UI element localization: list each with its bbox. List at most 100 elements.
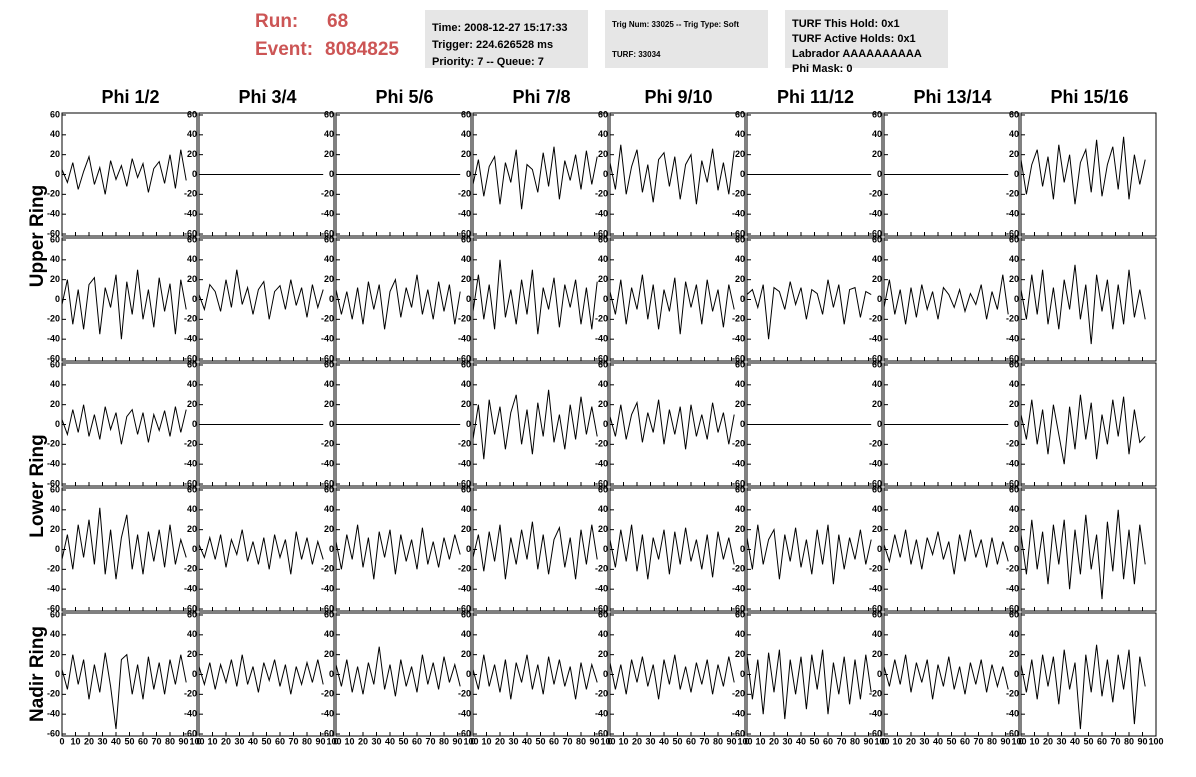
y-tick-label: -20 xyxy=(595,564,608,574)
info-text: Phi Mask: 0 xyxy=(792,63,853,75)
column-title: Phi 7/8 xyxy=(512,87,570,107)
x-tick-label: 0 xyxy=(1018,736,1023,746)
x-tick-label: 90 xyxy=(315,736,325,746)
y-tick-label: -20 xyxy=(47,689,60,699)
panel xyxy=(1020,362,1157,487)
waveform xyxy=(472,259,598,335)
x-tick-label: 80 xyxy=(713,736,723,746)
y-tick-label: -40 xyxy=(869,459,882,469)
y-tick-label: 60 xyxy=(461,484,471,494)
y-tick-label: -40 xyxy=(184,209,197,219)
y-tick-label: 20 xyxy=(598,649,608,659)
x-tick-label: 30 xyxy=(645,736,655,746)
y-tick-label: -60 xyxy=(595,353,608,363)
y-tick-label: 60 xyxy=(1009,109,1019,119)
y-tick-label: -60 xyxy=(1006,603,1019,613)
x-tick-label: 60 xyxy=(412,736,422,746)
y-tick-label: 20 xyxy=(461,649,471,659)
y-tick-label: -40 xyxy=(1006,709,1019,719)
y-tick-label: 0 xyxy=(740,669,745,679)
y-tick-label: -20 xyxy=(47,564,60,574)
y-tick-label: 40 xyxy=(872,129,882,139)
waveform xyxy=(609,144,735,205)
x-tick-label: 70 xyxy=(562,736,572,746)
x-tick-label: 60 xyxy=(275,736,285,746)
y-tick-label: -60 xyxy=(458,228,471,238)
y-tick-label: 40 xyxy=(187,504,197,514)
waveform xyxy=(198,529,324,575)
x-tick-label: 10 xyxy=(344,736,354,746)
x-tick-label: 30 xyxy=(371,736,381,746)
y-tick-label: -40 xyxy=(1006,334,1019,344)
y-tick-label: 0 xyxy=(329,419,334,429)
y-tick-label: 0 xyxy=(329,544,334,554)
panel xyxy=(1020,237,1157,362)
y-tick-label: -20 xyxy=(458,439,471,449)
y-tick-label: 60 xyxy=(1009,609,1019,619)
y-tick-label: -40 xyxy=(732,584,745,594)
x-tick-label: 20 xyxy=(632,736,642,746)
x-tick-label: 40 xyxy=(659,736,669,746)
y-tick-label: -20 xyxy=(595,189,608,199)
x-tick-label: 40 xyxy=(933,736,943,746)
y-tick-label: -20 xyxy=(321,314,334,324)
y-tick-label: 20 xyxy=(1009,149,1019,159)
y-tick-label: -60 xyxy=(321,353,334,363)
x-tick-label: 50 xyxy=(672,736,682,746)
y-tick-label: -40 xyxy=(1006,459,1019,469)
x-tick-label: 90 xyxy=(1137,736,1147,746)
y-tick-label: 60 xyxy=(50,109,60,119)
x-tick-label: 40 xyxy=(1070,736,1080,746)
y-tick-label: -40 xyxy=(458,209,471,219)
x-tick-label: 100 xyxy=(737,736,752,746)
x-tick-label: 30 xyxy=(782,736,792,746)
y-tick-label: 20 xyxy=(187,149,197,159)
y-tick-label: -20 xyxy=(595,689,608,699)
y-tick-label: 40 xyxy=(735,629,745,639)
y-tick-label: -20 xyxy=(869,564,882,574)
y-tick-label: 40 xyxy=(1009,504,1019,514)
y-tick-label: 20 xyxy=(50,274,60,284)
y-tick-label: 0 xyxy=(603,544,608,554)
y-tick-label: 20 xyxy=(735,524,745,534)
y-tick-label: -60 xyxy=(184,728,197,738)
y-tick-label: -20 xyxy=(184,314,197,324)
y-tick-label: 0 xyxy=(466,294,471,304)
x-tick-label: 60 xyxy=(549,736,559,746)
y-tick-label: -20 xyxy=(321,689,334,699)
y-tick-label: 60 xyxy=(324,359,334,369)
y-tick-label: -20 xyxy=(184,564,197,574)
y-tick-label: 40 xyxy=(1009,254,1019,264)
y-tick-label: -20 xyxy=(458,189,471,199)
x-tick-label: 80 xyxy=(439,736,449,746)
y-tick-label: -20 xyxy=(595,314,608,324)
waveform xyxy=(472,146,598,210)
y-tick-label: -20 xyxy=(1006,564,1019,574)
x-tick-label: 100 xyxy=(463,736,478,746)
y-tick-label: 40 xyxy=(872,379,882,389)
x-tick-label: 80 xyxy=(1124,736,1134,746)
y-tick-label: 20 xyxy=(324,274,334,284)
y-tick-label: 20 xyxy=(872,524,882,534)
x-tick-label: 0 xyxy=(607,736,612,746)
panel xyxy=(883,487,1020,612)
y-tick-label: -60 xyxy=(47,603,60,613)
x-tick-label: 10 xyxy=(1029,736,1039,746)
y-tick-label: -60 xyxy=(595,228,608,238)
x-tick-label: 40 xyxy=(796,736,806,746)
y-tick-label: -20 xyxy=(458,564,471,574)
y-tick-label: -60 xyxy=(732,478,745,488)
column-title: Phi 1/2 xyxy=(101,87,159,107)
waveform xyxy=(198,654,324,695)
x-tick-label: 30 xyxy=(508,736,518,746)
y-tick-label: 20 xyxy=(598,274,608,284)
y-tick-label: -40 xyxy=(321,334,334,344)
x-tick-label: 60 xyxy=(1097,736,1107,746)
y-tick-label: 20 xyxy=(187,399,197,409)
y-tick-label: -20 xyxy=(458,314,471,324)
y-tick-label: 0 xyxy=(329,294,334,304)
y-tick-label: 40 xyxy=(598,379,608,389)
y-tick-label: 40 xyxy=(50,504,60,514)
y-tick-label: -40 xyxy=(869,584,882,594)
